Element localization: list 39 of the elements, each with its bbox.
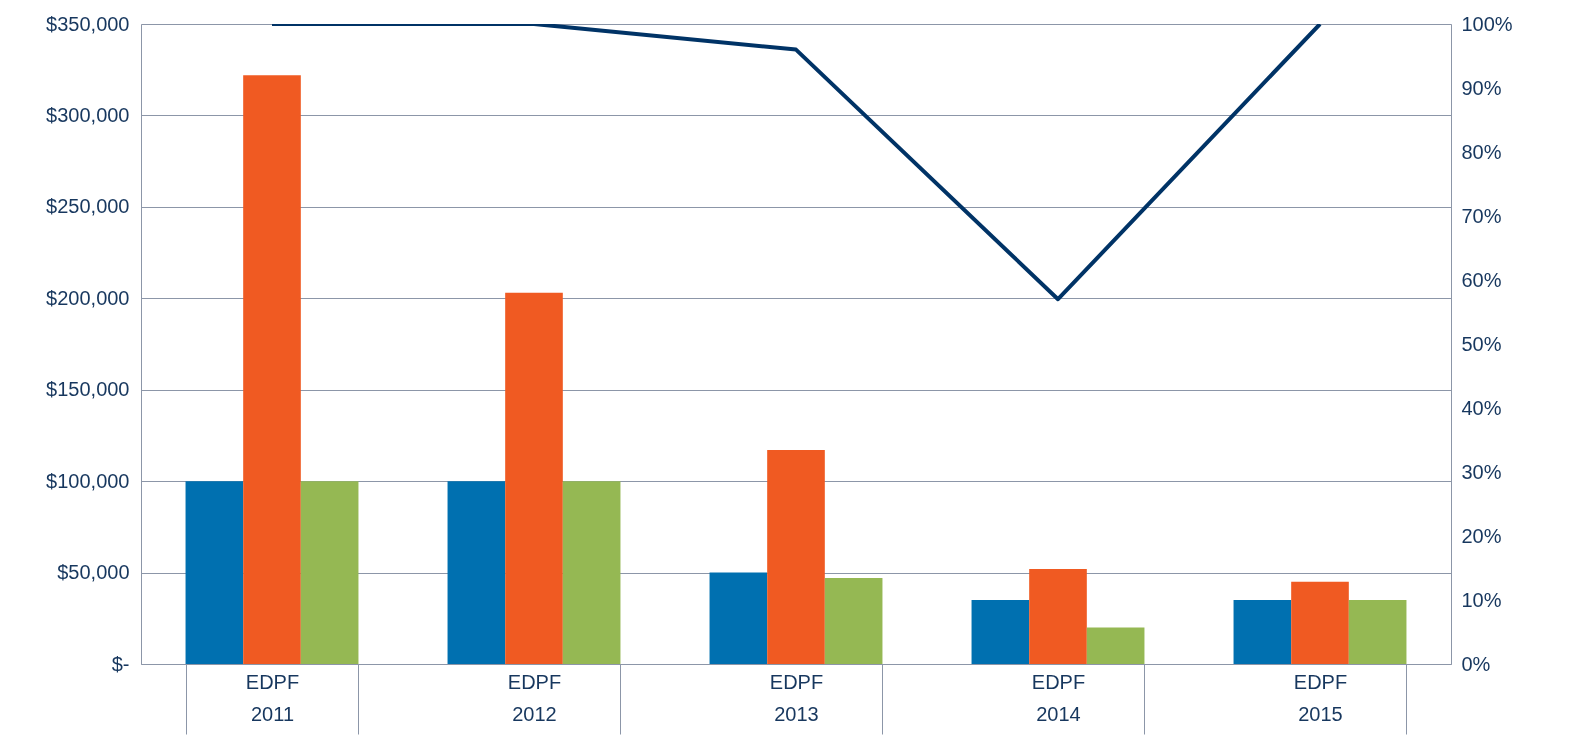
bar [709,572,768,664]
bar [1233,600,1292,664]
bar [185,481,244,664]
x-tick-label: EDPF 2015 [1293,670,1348,725]
y2-tick-label: 90% [1461,76,1502,99]
y2-tick-label: 10% [1461,588,1502,611]
bar [1086,627,1145,664]
bar [447,481,506,664]
bar [300,481,359,664]
y-tick-label: $150,000 [46,378,130,401]
y-tick-label: $250,000 [46,195,130,218]
x-tick-label: EDPF 2013 [769,670,824,725]
bar [1348,600,1407,664]
y-tick-label: $- [111,652,130,675]
y2-tick-label: 50% [1461,332,1502,355]
y2-tick-label: 40% [1461,396,1502,419]
bar [1291,581,1349,664]
y2-tick-label: 20% [1461,524,1502,547]
y2-tick-label: 60% [1461,268,1502,291]
x-tick-label: EDPF 2014 [1031,670,1086,725]
y-tick-label: $50,000 [57,561,130,584]
bar [505,292,563,664]
y-tick-label: $200,000 [46,286,130,309]
y2-tick-label: 70% [1461,204,1502,227]
y-tick-label: $350,000 [46,12,130,35]
y2-tick-label: 80% [1461,140,1502,163]
y2-tick-label: 30% [1461,460,1502,483]
x-tick-label: EDPF 2012 [507,670,562,725]
bar [824,578,883,664]
bar [243,75,301,664]
x-tick-label: EDPF 2011 [245,670,300,725]
bar [971,600,1030,664]
y2-tick-label: 100% [1461,12,1513,35]
bar [562,481,621,664]
bar [1029,568,1087,664]
y-tick-label: $100,000 [46,469,130,492]
bar [767,450,825,664]
y2-tick-label: 0% [1461,652,1491,675]
y-tick-label: $300,000 [46,103,130,126]
